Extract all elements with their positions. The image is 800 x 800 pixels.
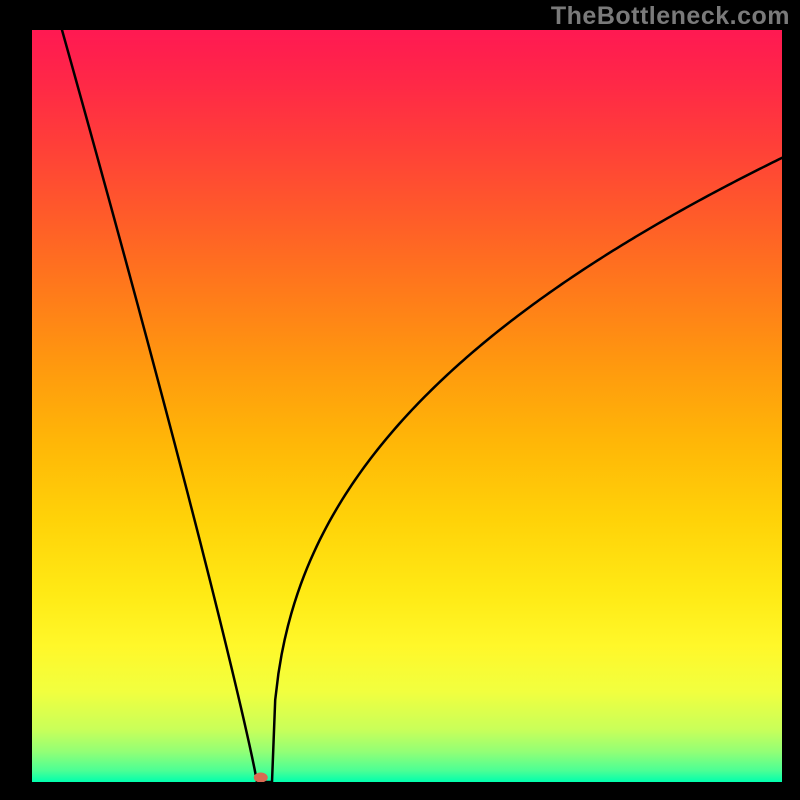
chart-background xyxy=(32,30,782,782)
bottleneck-chart xyxy=(32,30,782,782)
watermark-text: TheBottleneck.com xyxy=(551,2,790,31)
